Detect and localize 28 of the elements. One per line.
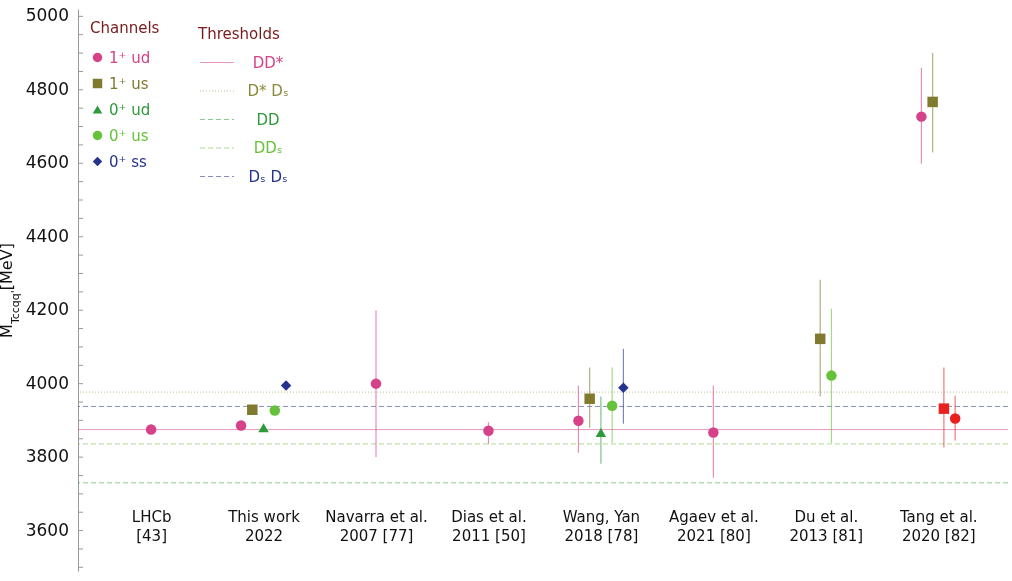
y-tick-label: 4400 <box>25 225 69 246</box>
legend-label: DD <box>256 110 280 129</box>
x-tick-label: Dias et al. 2011 [50] <box>451 507 527 545</box>
legend-label: 0⁺ ss <box>109 152 148 171</box>
y-tick-label: 4000 <box>25 372 69 393</box>
annotation: Thresholds <box>197 25 280 43</box>
y-tick-label: 3600 <box>25 519 69 540</box>
y-tick-label: 4200 <box>25 299 69 320</box>
legend-label: 0⁺ ud <box>109 100 151 119</box>
legend-label: D* Dₛ <box>247 82 289 100</box>
x-tick-label: Wang, Yan 2018 [78] <box>562 507 641 545</box>
y-tick-label: 4800 <box>25 78 69 99</box>
y-tick-label: 5000 <box>25 5 69 26</box>
legend-label: DDₛ <box>253 139 283 157</box>
legend-label: 1⁺ us <box>109 74 149 93</box>
x-tick-label: Agaev et al. 2021 [80] <box>668 507 759 545</box>
x-tick-label: This work 2022 <box>227 507 301 545</box>
y-tick-label: 3800 <box>25 446 69 467</box>
legend-label: Dₛ Dₛ <box>248 167 288 186</box>
x-tick-label: Navarra et al. 2007 [77] <box>325 507 428 545</box>
legend-label: DD* <box>252 53 284 72</box>
y-tick-label: 4600 <box>25 152 69 173</box>
legend-title: Channels <box>90 19 160 37</box>
legend-label: 1⁺ ud <box>109 48 151 67</box>
legend-label: 0⁺ us <box>109 126 149 145</box>
x-tick-label: Tang et al. 2020 [82] <box>898 507 978 545</box>
x-tick-label: LHCb [43] <box>131 507 172 545</box>
x-tick-label: Du et al. 2013 [81] <box>789 507 864 545</box>
